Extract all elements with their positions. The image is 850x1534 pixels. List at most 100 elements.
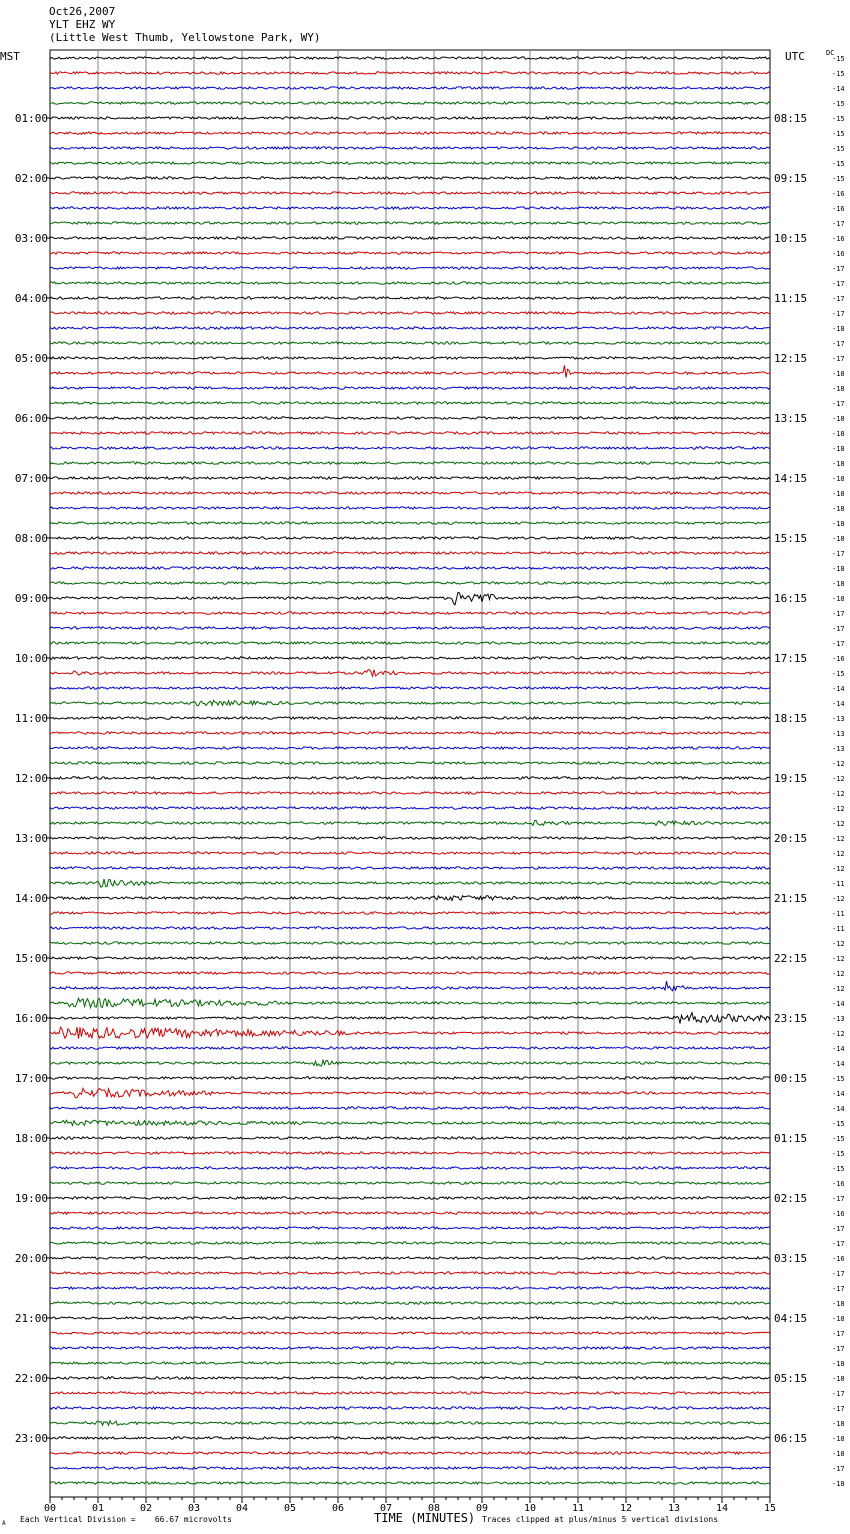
x-tick-label: 05 xyxy=(284,1503,296,1514)
dc-offset-label: -14 xyxy=(832,1105,845,1113)
seismic-trace xyxy=(49,1391,771,1396)
seismic-trace xyxy=(49,1375,771,1381)
dc-offset-label: -15 xyxy=(832,70,845,78)
utc-hour-label: 00:15 xyxy=(774,1072,807,1085)
utc-hour-label: 02:15 xyxy=(774,1192,807,1205)
seismic-trace xyxy=(49,446,771,451)
dc-offset-label: -12 xyxy=(832,805,845,813)
utc-hour-label: 20:15 xyxy=(774,832,807,845)
utc-hour-label: 22:15 xyxy=(774,952,807,965)
dc-offset-label: -16 xyxy=(832,1180,845,1188)
dc-offset-label: -17 xyxy=(832,1405,845,1413)
utc-hour-label: 04:15 xyxy=(774,1312,807,1325)
dc-offset-label: -15 xyxy=(832,145,845,153)
seismic-trace xyxy=(49,1301,771,1305)
dc-offset-label: -12 xyxy=(832,970,845,978)
dc-offset-label: -15 xyxy=(832,175,845,183)
dc-offset-label: -15 xyxy=(832,1165,845,1173)
x-axis-title: TIME (MINUTES) xyxy=(374,1511,476,1525)
seismic-trace xyxy=(49,1136,771,1141)
seismic-trace xyxy=(49,731,771,736)
utc-hour-label: 05:15 xyxy=(774,1372,807,1385)
dc-offset-label: -17 xyxy=(832,550,845,558)
dc-offset-label: -18 xyxy=(832,1315,845,1323)
dc-offset-label: -18 xyxy=(832,565,845,573)
dc-offset-label: -18 xyxy=(832,430,845,438)
seismic-trace xyxy=(49,591,771,606)
station-code: YLT EHZ WY xyxy=(49,18,116,31)
mst-hour-label: 14:00 xyxy=(15,892,48,905)
utc-hour-label: 23:15 xyxy=(774,1012,807,1025)
mst-hour-label: 02:00 xyxy=(15,172,48,185)
utc-hour-label: 18:15 xyxy=(774,712,807,725)
right-axis-title: UTC xyxy=(785,50,805,63)
x-tick-label: 03 xyxy=(188,1503,200,1514)
clip-note: Traces clipped at plus/minus 5 vertical … xyxy=(482,1515,719,1524)
seismic-trace xyxy=(49,475,771,481)
dc-offset-label: -17 xyxy=(832,310,845,318)
seismic-trace xyxy=(49,295,771,301)
seismic-trace xyxy=(49,776,771,781)
seismic-trace xyxy=(49,100,771,105)
dc-offset-label: -17 xyxy=(832,1330,845,1338)
seismic-trace xyxy=(49,86,771,91)
seismic-trace xyxy=(49,1241,771,1245)
dc-label: DC xyxy=(826,49,835,57)
seismic-trace xyxy=(49,866,771,870)
dc-offset-label: -14 xyxy=(832,85,845,93)
x-tick-label: 15 xyxy=(764,1503,776,1514)
seismic-trace xyxy=(49,970,771,975)
dc-offset-label: -18 xyxy=(832,325,845,333)
seismic-trace xyxy=(49,1450,771,1456)
dc-offset-label: -18 xyxy=(832,490,845,498)
utc-hour-label: 13:15 xyxy=(774,412,807,425)
dc-offset-label: -11 xyxy=(832,910,845,918)
dc-offset-label: -12 xyxy=(832,790,845,798)
utc-hour-label: 11:15 xyxy=(774,292,807,305)
dc-offset-label: -12 xyxy=(832,760,845,768)
seismic-trace xyxy=(49,1011,771,1024)
dc-offset-label: -18 xyxy=(832,1375,845,1383)
seismic-trace xyxy=(49,806,771,811)
seismic-trace xyxy=(49,1331,771,1336)
dc-offset-label: -18 xyxy=(832,1300,845,1308)
dc-offset-label: -15 xyxy=(832,160,845,168)
seismic-trace xyxy=(49,1271,771,1276)
dc-offset-label: -12 xyxy=(832,940,845,948)
mst-hour-label: 11:00 xyxy=(15,712,48,725)
seismic-trace xyxy=(49,1026,771,1040)
utc-hour-label: 17:15 xyxy=(774,652,807,665)
seismic-trace xyxy=(49,506,771,510)
seismic-trace xyxy=(49,536,771,540)
seismic-trace xyxy=(49,221,771,226)
dc-offset-label: -18 xyxy=(832,1480,845,1488)
dc-offset-label: -18 xyxy=(832,415,845,423)
seismic-trace xyxy=(49,1086,771,1099)
mst-hour-label: 12:00 xyxy=(15,772,48,785)
dc-offset-label: -16 xyxy=(832,205,845,213)
seismic-trace xyxy=(49,1466,771,1471)
seismic-trace xyxy=(49,790,771,796)
dc-offset-label: -18 xyxy=(832,445,845,453)
dc-offset-label: -17 xyxy=(832,1345,845,1353)
dc-offset-label: -15 xyxy=(832,1150,845,1158)
mst-hour-label: 17:00 xyxy=(15,1072,48,1085)
dc-offset-label: -18 xyxy=(832,1360,845,1368)
seismic-trace xyxy=(49,1166,771,1170)
dc-offset-label: -15 xyxy=(832,100,845,108)
dc-offset-label: -11 xyxy=(832,925,845,933)
seismic-trace xyxy=(49,1211,771,1216)
seismic-trace xyxy=(49,115,770,121)
mst-hour-label: 18:00 xyxy=(15,1132,48,1145)
dc-offset-label: -17 xyxy=(832,1465,845,1473)
seismic-trace xyxy=(49,926,771,930)
seismic-trace xyxy=(49,1225,771,1231)
x-tick-label: 14 xyxy=(716,1503,728,1514)
plot-date: Oct26,2007 xyxy=(49,5,116,18)
dc-offset-label: -17 xyxy=(832,1195,845,1203)
dc-offset-label: -17 xyxy=(832,1270,845,1278)
seismic-trace xyxy=(49,356,771,361)
mst-hour-label: 01:00 xyxy=(15,112,48,125)
corner-mark: A xyxy=(2,1520,6,1527)
utc-hour-label: 06:15 xyxy=(774,1432,807,1445)
